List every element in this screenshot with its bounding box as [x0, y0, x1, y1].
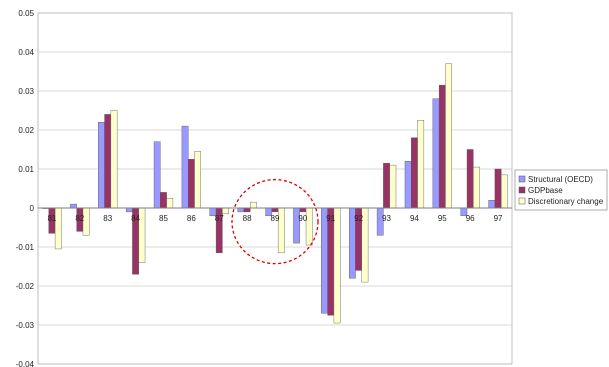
bar-gdpbase-91	[327, 207, 335, 316]
bar-gdpbase-90	[299, 207, 307, 213]
y-tick-label: 0.03	[18, 87, 34, 96]
x-category-label: 91	[326, 214, 335, 223]
legend-swatch	[518, 197, 526, 205]
legend-swatch	[518, 186, 526, 194]
bar-gdpbase-86	[188, 159, 195, 209]
bar-structural-oecd-95	[432, 98, 440, 209]
bars	[42, 63, 508, 324]
y-tick-label: -0.03	[16, 321, 35, 330]
bar-gdpbase-93	[383, 162, 390, 209]
bar-gdpbase-83	[104, 114, 112, 209]
bar-discretionary-change-91	[333, 207, 341, 324]
x-category-label: 97	[494, 214, 503, 223]
bar-structural-oecd-97	[488, 199, 496, 209]
dashed-circle-annotation	[231, 178, 319, 265]
bar-discretionary-change-88	[250, 201, 257, 209]
x-category-label: 88	[243, 214, 252, 223]
legend-label: Discretionary change	[528, 197, 604, 206]
x-category-label: 84	[131, 214, 140, 223]
y-tick-label: -0.04	[16, 360, 35, 367]
legend-box	[514, 169, 608, 211]
bar-gdpbase-97	[494, 168, 502, 209]
bar-gdpbase-95	[438, 84, 446, 209]
x-category-label: 86	[187, 214, 196, 223]
y-tick-label: 0.02	[18, 126, 34, 135]
bar-structural-oecd-94	[404, 160, 412, 209]
bar-discretionary-change-83	[110, 110, 118, 209]
x-category-label: 92	[354, 214, 363, 223]
bar-discretionary-change-95	[445, 63, 452, 209]
y-tick-label: 0.04	[18, 48, 34, 57]
bar-discretionary-change-86	[194, 151, 202, 209]
y-tick-label: -0.02	[16, 282, 35, 291]
bar-structural-oecd-86	[181, 125, 189, 209]
bar-structural-oecd-91	[321, 207, 328, 314]
x-category-label: 90	[298, 214, 307, 223]
y-tick-label: 0	[30, 204, 35, 213]
bar-gdpbase-89	[271, 207, 279, 213]
legend-label: Structural (OECD)	[528, 175, 593, 184]
x-category-label: 89	[271, 214, 280, 223]
bar-structural-oecd-82	[70, 203, 77, 209]
legend-label: GDPbase	[528, 186, 563, 195]
bar-structural-oecd-85	[153, 141, 161, 209]
bar-gdpbase-94	[411, 137, 418, 209]
x-category-label: 93	[382, 214, 391, 223]
bar-structural-oecd-83	[98, 121, 105, 209]
bar-discretionary-change-93	[389, 164, 397, 209]
bar-structural-oecd-88	[237, 207, 245, 213]
x-category-label: 87	[215, 214, 224, 223]
bar-structural-oecd-84	[125, 207, 133, 213]
plot-frame	[37, 12, 513, 365]
y-tick-label: -0.01	[16, 243, 35, 252]
legend-swatch	[518, 175, 526, 183]
bar-discretionary-change-85	[166, 198, 174, 209]
axes	[37, 12, 513, 365]
legend: Structural (OECD) GDPbase Discretionary ch…	[514, 169, 608, 211]
x-category-label: 95	[438, 214, 447, 223]
bar-gdpbase-96	[466, 149, 474, 209]
y-axis-tick-labels: 0.05 0.04 0.03 0.02 0.01 0 -0.01 -0.02 -0.03 -0.0…	[16, 9, 35, 367]
x-axis-category-labels: 81 82 83 84 85 86 87 88 89 90 91 92 93 94 95 96 97	[47, 214, 503, 223]
x-category-label: 82	[75, 214, 84, 223]
annotations	[231, 178, 319, 265]
bar-gdpbase-88	[243, 207, 251, 213]
y-tick-label: 0.01	[18, 165, 34, 174]
x-category-label: 83	[103, 214, 112, 223]
bar-discretionary-change-97	[501, 174, 508, 209]
bar-gdpbase-85	[160, 192, 167, 209]
bar-discretionary-change-94	[417, 120, 425, 209]
y-tick-label: 0.05	[18, 9, 34, 18]
bar-discretionary-change-96	[473, 166, 480, 209]
bar-discretionary-change-87	[222, 207, 229, 215]
x-category-label: 85	[159, 214, 168, 223]
x-category-label: 81	[47, 214, 56, 223]
x-category-label: 96	[466, 214, 475, 223]
x-category-label: 94	[410, 214, 419, 223]
